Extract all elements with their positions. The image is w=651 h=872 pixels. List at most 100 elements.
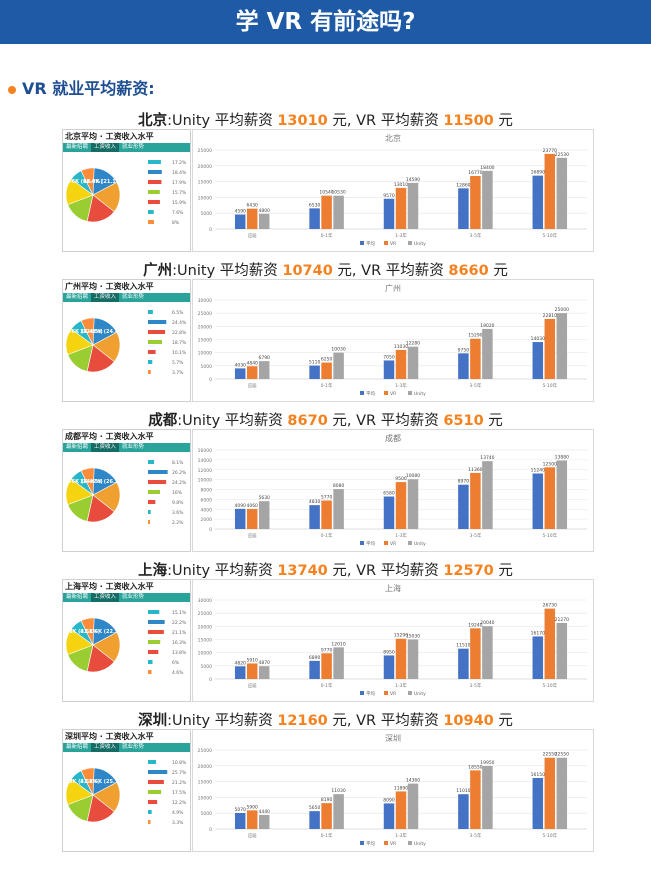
bar (470, 628, 481, 679)
panel-tab[interactable]: 就业形势 (122, 744, 145, 750)
panel-tab[interactable]: 最新招聘 (66, 144, 89, 150)
panel-tab[interactable]: 最新招聘 (66, 594, 89, 600)
y-tick-label: 12000 (198, 468, 212, 474)
section-title: VR 就业平均薪资: (22, 79, 155, 98)
legend-swatch (408, 541, 412, 545)
bar (383, 655, 395, 679)
bar (470, 338, 481, 379)
legend-bar (148, 500, 156, 504)
data-label: 19240 (468, 622, 482, 628)
panel-title: 广州平均 · 工资收入水平 (65, 282, 154, 291)
x-tick-label: 1-3年 (395, 532, 407, 539)
x-tick-label: 5-10年 (542, 832, 557, 839)
panel-tab[interactable]: 最新招聘 (66, 294, 89, 300)
legend-value: 17.9% (172, 180, 187, 186)
bar (258, 814, 270, 829)
data-label: 22550 (555, 752, 569, 758)
bar (246, 810, 258, 829)
caption-city: 北京 (138, 113, 168, 129)
bar (321, 803, 332, 829)
panel-tabs: 最新招聘 工资收入 就业形势 (63, 443, 190, 452)
city-caption: 广州:Unity 平均薪资 10740 元, VR 平均薪资 8660 元 (0, 259, 651, 280)
caption-text: 元 (483, 413, 503, 429)
bar (544, 467, 556, 529)
bar-chart-box: 北京 0 5000 10000 15000 20000 25000 应届 4590 6430 480… (192, 129, 594, 252)
panel-tab[interactable]: 工资收入 (91, 593, 120, 602)
page-banner: 学 VR 有前途吗? (0, 0, 651, 44)
legend-value: 15.9% (172, 200, 187, 206)
data-label: 4800 (258, 208, 270, 214)
data-label: 4060 (246, 503, 258, 509)
panel-tab[interactable]: 就业形势 (122, 144, 145, 150)
panel-tab[interactable]: 工资收入 (91, 143, 120, 152)
bar (458, 188, 469, 229)
caption-sep: : (177, 413, 183, 429)
data-label: 4440 (258, 809, 270, 815)
chart-title: 上海 (385, 583, 401, 593)
legend-bar (148, 790, 162, 794)
data-label: 4030 (234, 362, 246, 368)
data-label: 18550 (468, 764, 482, 770)
legend-bar (148, 220, 154, 224)
legend-label: Unity (414, 241, 426, 247)
panel-tabs: 最新招聘 工资收入 就业形势 (63, 293, 190, 302)
caption-sep: : (167, 563, 172, 579)
panel-tab[interactable]: 最新招聘 (66, 744, 89, 750)
data-label: 15290 (468, 333, 482, 339)
legend-value: 8.1% (172, 460, 184, 466)
legend-swatch (384, 541, 388, 545)
panel-tab[interactable]: 就业形势 (122, 594, 145, 600)
bar (532, 342, 544, 379)
bar (333, 489, 344, 529)
legend-value: 17.5% (172, 790, 187, 796)
data-label: 13740 (480, 455, 494, 461)
legend-bar (148, 320, 167, 324)
legend-bar (148, 810, 152, 814)
y-tick-label: 0 (209, 227, 212, 233)
legend-value: 18.7% (172, 340, 187, 346)
y-tick-label: 10000 (198, 651, 212, 657)
bar (458, 648, 469, 679)
data-label: 11510 (456, 643, 470, 649)
legend-label: 平均 (366, 840, 375, 847)
pie-slice (80, 167, 95, 196)
data-label: 8190 (321, 797, 333, 803)
panel-tab[interactable]: 最新招聘 (66, 444, 89, 450)
y-tick-label: 0 (209, 827, 212, 833)
panel-tab[interactable]: 就业形势 (122, 444, 145, 450)
legend-bar (148, 490, 160, 494)
y-tick-label: 8000 (201, 488, 213, 494)
panel-tab[interactable]: 就业形势 (122, 294, 145, 300)
data-label: 11030 (331, 788, 345, 794)
legend-label: Unity (414, 691, 426, 697)
legend-bar (148, 160, 161, 164)
panel-tab[interactable]: 工资收入 (91, 293, 120, 302)
data-label: 5650 (309, 805, 321, 811)
legend-label: VR (390, 841, 396, 847)
bar (234, 368, 246, 379)
data-label: 26730 (543, 603, 557, 609)
caption-text: Unity 平均薪资 (172, 713, 278, 729)
bar (309, 505, 320, 529)
pie-slice (80, 767, 95, 796)
data-label: 22550 (543, 752, 557, 758)
caption-city: 广州 (143, 263, 173, 279)
data-label: 11890 (394, 785, 408, 791)
bar-chart-box: 深圳 0 5000 10000 15000 20000 25000 应届 5070 5900 444… (192, 729, 594, 852)
data-label: 14590 (406, 177, 420, 183)
panel-tabs: 最新招聘 工资收入 就业形势 (63, 143, 190, 152)
bar (470, 472, 481, 529)
bar (246, 366, 258, 379)
legend-bar (148, 630, 164, 634)
data-label: 4830 (309, 499, 321, 505)
panel-tab[interactable]: 工资收入 (91, 443, 120, 452)
caption-vr-value: 10940 (443, 713, 494, 729)
x-tick-label: 3-5年 (469, 532, 481, 539)
panel-tab[interactable]: 工资收入 (91, 743, 120, 752)
legend-swatch (360, 691, 364, 695)
x-tick-label: 应届 (248, 232, 257, 239)
bar (395, 638, 407, 679)
bar-chart: 广州 0 5000 10000 15000 20000 25000 30000 应届 4030 48… (198, 283, 587, 397)
legend-bar (148, 650, 159, 654)
